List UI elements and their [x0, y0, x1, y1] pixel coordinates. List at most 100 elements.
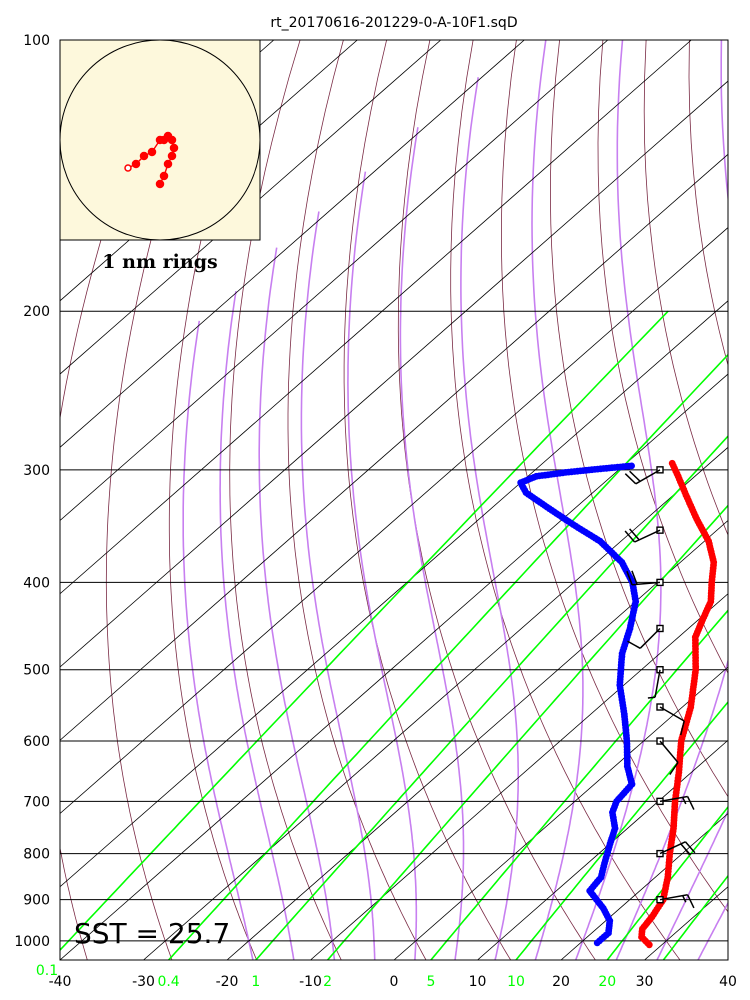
moist-adiabat	[697, 901, 728, 960]
pressure-tick-label: 700	[23, 794, 50, 810]
wind-barb-flag	[624, 530, 636, 543]
hodograph-point	[167, 151, 177, 161]
pressure-tick-label: 500	[23, 663, 50, 679]
temperature-tick-label: -10	[299, 974, 322, 990]
mixing-ratio-line	[255, 434, 728, 960]
moist-adiabat	[574, 40, 662, 960]
moist-adiabat	[258, 247, 336, 960]
pressure-tick-label: 400	[23, 575, 50, 591]
temperature-tick-label: -20	[216, 974, 239, 990]
dry-adiabat	[397, 40, 596, 960]
hodograph-point	[169, 143, 179, 153]
isotherm	[393, 666, 728, 960]
mixing-ratio-label: 1	[251, 974, 260, 990]
mixing-ratio-line	[326, 504, 728, 960]
isotherm	[477, 739, 728, 960]
hodograph-point	[124, 164, 132, 172]
moist-adiabat	[399, 127, 465, 960]
mixing-ratio-line	[60, 310, 669, 952]
hodograph-point	[139, 151, 149, 161]
dry-adiabat	[287, 40, 427, 960]
wind-barb-flag	[629, 528, 640, 541]
wind-barb	[656, 841, 696, 858]
isotherm	[644, 886, 728, 960]
temperature-profile-point	[668, 459, 676, 467]
mixing-ratio-line	[606, 805, 728, 960]
dewpoint-profile-point	[628, 462, 635, 470]
mixing-ratio-line	[662, 874, 728, 960]
wind-barb-flag	[627, 640, 641, 649]
temperature-tick-label: 20	[552, 974, 570, 990]
pressure-tick-label: 800	[23, 847, 50, 863]
temperature-tick-label: 40	[719, 974, 737, 990]
temperature-tick-label: -30	[132, 974, 155, 990]
isotherm	[60, 300, 728, 888]
mixing-ratio-label: 0.4	[157, 974, 179, 990]
isotherm	[60, 373, 728, 960]
wind-barb-flag	[684, 841, 696, 854]
pressure-tick-label: 600	[23, 734, 50, 750]
isotherm	[226, 519, 728, 960]
mixing-ratio-label: 0.1	[36, 963, 58, 979]
hodograph-point	[155, 179, 165, 189]
dry-adiabat	[60, 40, 171, 960]
temperature-tick-label: 0	[390, 974, 399, 990]
chart-title: rt_20170616-201229-0-A-10F1.sqD	[270, 15, 517, 31]
hodograph-point	[159, 171, 169, 181]
wind-barb	[626, 570, 664, 587]
isotherm	[60, 80, 728, 668]
dry-adiabat	[168, 40, 258, 960]
dry-adiabat	[688, 40, 728, 367]
hodograph-point	[131, 159, 141, 169]
isotherm	[60, 40, 692, 595]
wind-barb-flag	[680, 843, 691, 856]
pressure-tick-label: 300	[23, 463, 50, 479]
hodograph: 1 nm rings	[59, 39, 261, 273]
wind-barb-shaft	[659, 706, 685, 722]
wind-barb	[656, 795, 695, 810]
isotherm	[310, 593, 728, 960]
moist-adiabat	[739, 40, 750, 960]
wind-barb-flag	[686, 894, 695, 909]
wind-barb	[656, 703, 685, 736]
mixing-ratio-label: 10	[507, 974, 525, 990]
isotherm	[727, 959, 728, 960]
wind-barb-half-flag	[682, 797, 687, 805]
moist-adiabat	[182, 320, 254, 960]
dry-adiabat	[597, 40, 728, 674]
wind-barb	[624, 466, 664, 485]
pressure-tick-label: 1000	[14, 934, 50, 950]
wind-barb-flag	[629, 470, 641, 482]
wind-barb-flag	[679, 720, 685, 736]
dry-adiabat	[105, 40, 214, 960]
wind-barb-flag	[631, 570, 638, 585]
dry-adiabat	[343, 40, 512, 960]
moist-adiabat	[347, 171, 418, 960]
hodograph-point	[147, 147, 157, 157]
dry-adiabat	[500, 40, 728, 913]
wind-barb	[647, 666, 664, 699]
dry-adiabat	[450, 40, 681, 960]
wind-barb-half-flag	[647, 696, 656, 699]
wind-barb-flag	[626, 570, 633, 586]
moist-adiabat	[615, 40, 728, 960]
pressure-tick-label: 900	[23, 893, 50, 909]
wind-barb	[656, 737, 679, 776]
sst-label: SST = 25.7	[74, 917, 230, 950]
isotherm	[60, 227, 728, 815]
hodograph-point	[163, 159, 173, 169]
wind-barb-flag	[669, 762, 679, 776]
pressure-tick-label: 100	[23, 33, 50, 49]
isotherm	[60, 40, 525, 448]
isotherm	[143, 446, 728, 960]
wind-barb	[656, 894, 695, 909]
hodograph-label: 1 nm rings	[102, 251, 217, 273]
mixing-ratio-line	[168, 353, 728, 960]
temperature-tick-label: 10	[469, 974, 487, 990]
moist-adiabat	[460, 77, 520, 960]
hodograph-point	[155, 135, 165, 145]
isotherm	[60, 153, 728, 741]
wind-barb-shaft	[634, 529, 661, 543]
mixing-ratio-line	[515, 700, 728, 960]
wind-barb-flag	[686, 796, 695, 810]
